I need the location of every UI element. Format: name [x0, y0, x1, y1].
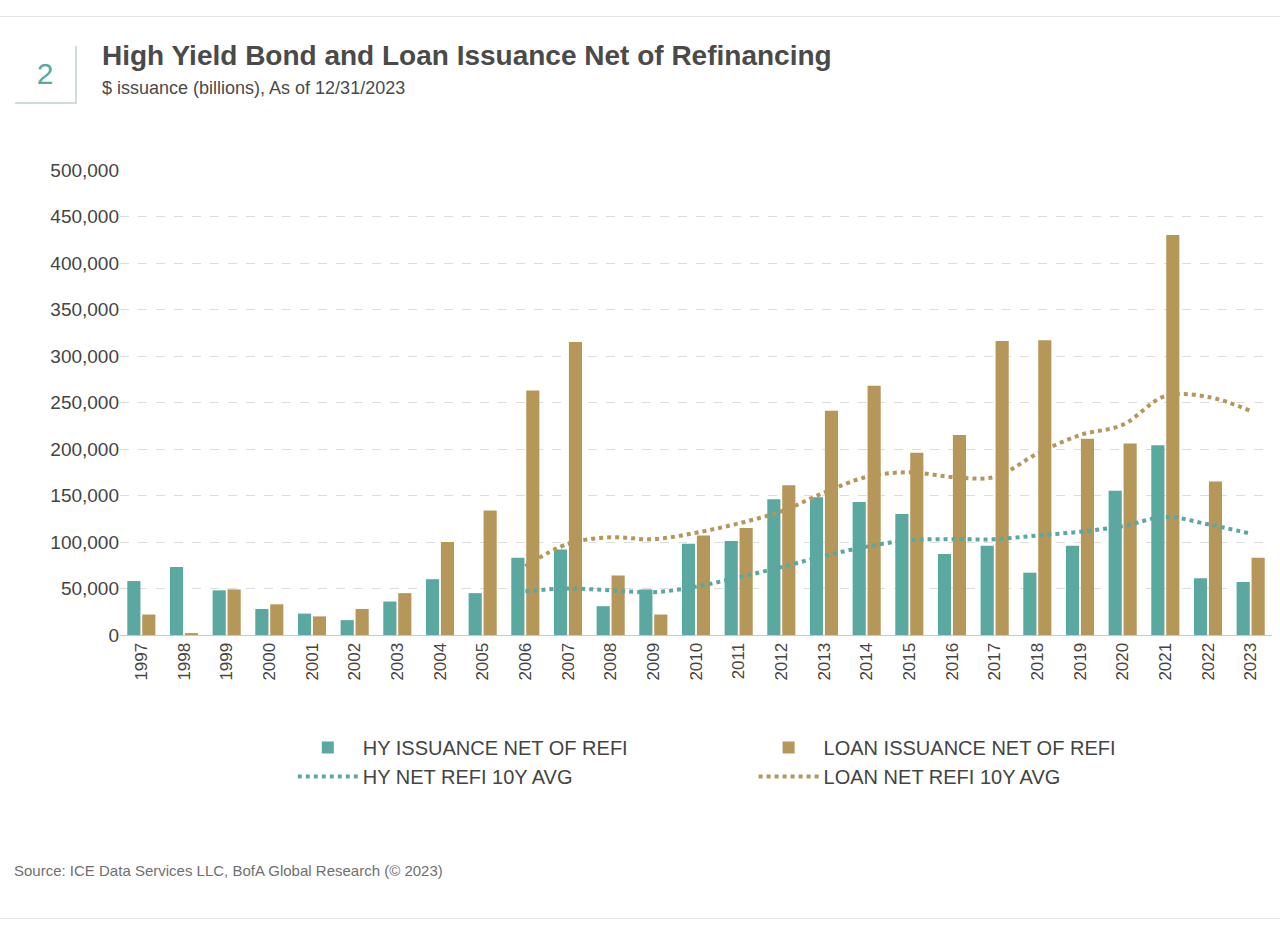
- html-text:High Yield Bond and Loan Issua: High Yield Bond and Loan Issuance Net of…: [102, 40, 832, 71]
- svg-text:200,000: 200,000: [50, 439, 119, 460]
- svg-text:2018: 2018: [1028, 643, 1047, 681]
- html-text:Source: ICE Data Services LLC,: Source: ICE Data Services LLC, BofA Glob…: [14, 862, 443, 879]
- svg-text:2017: 2017: [985, 643, 1004, 681]
- svg-text:2002: 2002: [345, 643, 364, 681]
- svg-text:2019: 2019: [1071, 643, 1090, 681]
- svg-text:50,000: 50,000: [61, 578, 119, 599]
- svg-text:100,000: 100,000: [50, 532, 119, 553]
- svg-text:2001: 2001: [303, 643, 322, 681]
- svg-text:2010: 2010: [687, 643, 706, 681]
- svg-text:2021: 2021: [1156, 643, 1175, 681]
- svg-text:300,000: 300,000: [50, 346, 119, 367]
- svg-text:400,000: 400,000: [50, 253, 119, 274]
- html-text:2: 2: [36, 57, 54, 90]
- svg-text:2011: 2011: [729, 643, 748, 680]
- svg-text:450,000: 450,000: [50, 206, 119, 227]
- svg-text:2023: 2023: [1241, 643, 1260, 681]
- svg-text:1999: 1999: [217, 643, 236, 681]
- html-text:$ issuance (billions), As of 1: $ issuance (billions), As of 12/31/2023: [102, 78, 406, 98]
- svg-text:LOAN ISSUANCE NET OF REFI: LOAN ISSUANCE NET OF REFI: [824, 737, 1116, 759]
- svg-text:HY ISSUANCE NET OF REFI: HY ISSUANCE NET OF REFI: [363, 737, 628, 759]
- svg-text:2008: 2008: [601, 643, 620, 681]
- svg-text:2015: 2015: [900, 643, 919, 681]
- svg-text:2005: 2005: [473, 643, 492, 681]
- svg-text:2003: 2003: [388, 643, 407, 681]
- svg-text:1997: 1997: [132, 643, 151, 681]
- svg-text:2004: 2004: [431, 643, 450, 681]
- svg-text:2007: 2007: [559, 643, 578, 681]
- svg-text:2000: 2000: [260, 643, 279, 681]
- svg-text:2009: 2009: [644, 643, 663, 681]
- svg-text:2020: 2020: [1113, 643, 1132, 681]
- svg-text:2014: 2014: [857, 643, 876, 681]
- svg-text:2013: 2013: [815, 643, 834, 681]
- svg-text:LOAN NET REFI 10Y AVG: LOAN NET REFI 10Y AVG: [824, 766, 1061, 788]
- svg-text:150,000: 150,000: [50, 485, 119, 506]
- svg-text:500,000: 500,000: [50, 160, 119, 181]
- svg-text:2012: 2012: [772, 643, 791, 681]
- svg-text:350,000: 350,000: [50, 299, 119, 320]
- svg-text:2016: 2016: [943, 643, 962, 681]
- svg-text:1998: 1998: [175, 643, 194, 681]
- svg-text:HY NET REFI 10Y AVG: HY NET REFI 10Y AVG: [363, 766, 573, 788]
- svg-text:250,000: 250,000: [50, 392, 119, 413]
- svg-text:2006: 2006: [516, 643, 535, 681]
- svg-text:2022: 2022: [1199, 643, 1218, 681]
- svg-text:0: 0: [108, 625, 119, 646]
